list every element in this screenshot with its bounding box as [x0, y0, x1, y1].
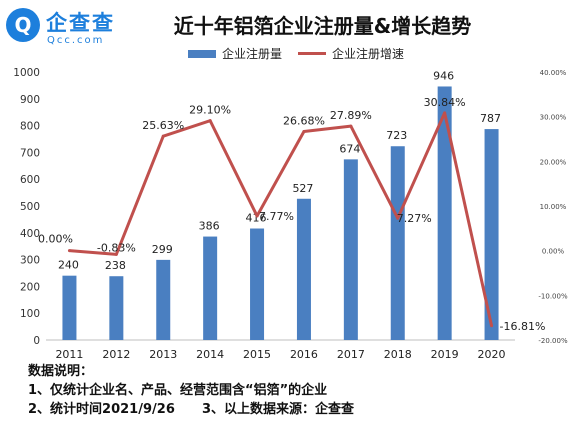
y-tick-label: 600 — [20, 174, 40, 186]
bar-value-label: 238 — [105, 259, 126, 272]
x-tick-label: 2012 — [102, 348, 130, 361]
line-point — [67, 249, 71, 253]
x-tick-label: 2016 — [290, 348, 318, 361]
bar — [62, 275, 77, 340]
line-value-label: 29.10% — [189, 104, 231, 117]
y-tick-label: 700 — [20, 147, 40, 159]
bar — [437, 86, 452, 340]
y-tick-label: 900 — [20, 94, 40, 106]
line-value-label: 27.89% — [330, 109, 372, 122]
y2-tick-label: 10.00% — [540, 203, 567, 211]
x-tick-label: 2015 — [243, 348, 271, 361]
bar — [109, 276, 124, 340]
y-tick-label: 1000 — [13, 67, 40, 79]
y2-tick-label: 0.00% — [542, 248, 565, 256]
bar — [296, 198, 311, 340]
x-tick-label: 2011 — [55, 348, 83, 361]
y-tick-label: 800 — [20, 121, 40, 133]
x-tick-label: 2018 — [384, 348, 412, 361]
y2-tick-label: 30.00% — [540, 114, 567, 122]
bar-value-label: 787 — [480, 112, 501, 125]
logo-name: 企查查 — [46, 11, 115, 35]
x-tick-label: 2013 — [149, 348, 177, 361]
bar-value-label: 240 — [58, 259, 79, 272]
line-value-label: -16.81% — [500, 320, 546, 333]
bar — [203, 236, 218, 340]
legend-line-swatch — [298, 52, 327, 55]
line-point — [114, 252, 118, 256]
line-point — [208, 119, 212, 123]
x-tick-label: 2020 — [478, 348, 506, 361]
chart-legend: 企业注册量 企业注册增速 — [188, 45, 404, 62]
bar — [390, 146, 405, 340]
brand-logo: Q 企查查 Qcc.com — [6, 6, 126, 52]
y2-tick-label: 40.00% — [540, 69, 567, 77]
y-tick-label: 200 — [20, 281, 40, 293]
line-point — [161, 134, 165, 138]
logo-mark: Q — [6, 8, 40, 42]
line-point — [255, 214, 259, 218]
line-value-label: 0.00% — [38, 233, 73, 246]
line-point — [490, 324, 494, 328]
legend-bar-swatch — [188, 49, 216, 58]
data-notes: 数据说明： 1、仅统计企业名、产品、经营范围含“铝箔”的企业 2、统计时间202… — [28, 362, 354, 419]
bar — [156, 259, 171, 340]
line-value-label: 7.27% — [397, 212, 432, 225]
bar-value-label: 299 — [152, 243, 173, 256]
line-point — [302, 129, 306, 133]
bar-value-label: 527 — [292, 182, 313, 195]
line-point — [443, 111, 447, 115]
line-value-label: -0.83% — [97, 241, 136, 254]
bar — [484, 129, 499, 340]
line-value-label: 25.63% — [142, 119, 184, 132]
x-tick-label: 2017 — [337, 348, 365, 361]
x-tick-label: 2014 — [196, 348, 224, 361]
bar-value-label: 946 — [433, 69, 454, 82]
legend-bar-label: 企业注册量 — [222, 47, 283, 61]
y2-tick-label: -20.00% — [538, 337, 568, 345]
bar-value-label: 723 — [386, 129, 407, 142]
y-tick-label: 400 — [20, 228, 40, 240]
logo-domain: Qcc.com — [47, 35, 105, 46]
notes-heading: 数据说明： — [28, 364, 94, 379]
legend-line-label: 企业注册增速 — [332, 47, 405, 61]
bar-value-label: 416 — [246, 212, 267, 225]
bar-value-label: 386 — [199, 220, 220, 233]
line-value-label: 26.68% — [283, 114, 325, 127]
y-tick-label: 500 — [20, 201, 40, 213]
chart-title: 近十年铝箔企业注册量&增长趋势 — [173, 14, 472, 38]
line-point — [349, 124, 353, 128]
series-line-growth — [69, 111, 494, 327]
line-value-label: 30.84% — [424, 96, 466, 109]
line-value-label: 7.77% — [259, 210, 294, 223]
bar — [343, 159, 358, 340]
notes-line-2: 2、统计时间2021/9/26 3、以上数据来源：企查查 — [28, 402, 355, 417]
y2-tick-label: 20.00% — [540, 158, 567, 166]
y-tick-label: 300 — [20, 255, 40, 267]
y-tick-label: 0 — [33, 335, 40, 347]
bar — [250, 228, 265, 340]
bar-value-label: 674 — [339, 142, 360, 155]
notes-line-1: 1、仅统计企业名、产品、经营范围含“铝箔”的企业 — [28, 383, 328, 398]
y-tick-label: 100 — [20, 308, 40, 320]
x-tick-label: 2019 — [431, 348, 459, 361]
line-point — [396, 216, 400, 220]
y2-tick-label: -10.00% — [538, 292, 568, 300]
